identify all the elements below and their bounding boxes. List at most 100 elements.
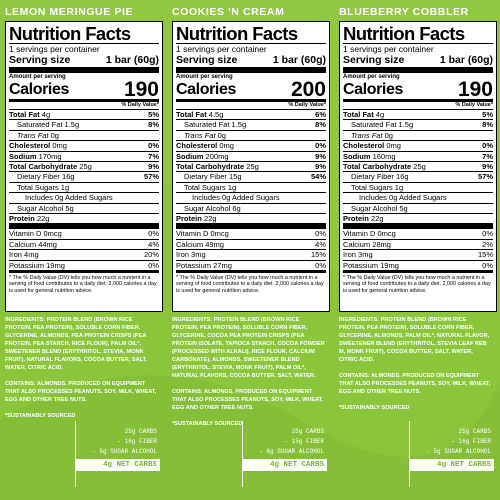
nutrient-row: Protein 22g: [343, 213, 493, 223]
nutrient-row: Sodium 200mg 9%: [176, 150, 326, 161]
nutrient-row: Saturated Fat 1.5g 8%: [9, 119, 159, 129]
net-carbs-box: 25g CARBS - 16g FIBER - 5g SUGAR ALCOHOL…: [75, 421, 160, 487]
nutrition-facts-title: Nutrition Facts: [9, 23, 131, 44]
calories-row: Calories 190: [343, 78, 493, 101]
nutrient-row: Protein 22g: [176, 213, 326, 223]
nutrient-row: Iron 3mg 15%: [343, 249, 493, 260]
fiber-line: - 16g FIBER: [117, 438, 157, 445]
nutrition-facts-panel: Nutrition Facts 1 servings per container…: [339, 21, 497, 312]
net-carbs-box: 25g CARBS - 16g FIBER - 5g SUGAR ALCOHOL…: [409, 421, 494, 487]
ingredients-text: INGREDIENTS: PROTEIN BLEND (BROWN RICE P…: [172, 317, 325, 379]
product-name: LEMON MERINGUE PIE: [5, 6, 134, 18]
serving-size-label: Serving size: [9, 54, 71, 66]
daily-value-header: % Daily Value*: [455, 102, 493, 108]
calories-row: Calories 200: [176, 78, 326, 101]
carbs-line: 25g CARBS: [124, 428, 157, 435]
allergen-statement: CONTAINS: ALMONDS. PRODUCED ON EQUIPMENT…: [172, 389, 324, 411]
allergen-statement: CONTAINS: ALMONDS. PRODUCED ON EQUIPMENT…: [339, 373, 491, 395]
serving-size-value: 1 bar (60g): [105, 54, 159, 66]
daily-value-footnote: * The % Daily Value (DV) tells you how m…: [176, 275, 324, 294]
daily-value-footnote: * The % Daily Value (DV) tells you how m…: [9, 275, 157, 294]
product-column-3: BLUEBERRY COBBLER Nutrition Facts 1 serv…: [339, 3, 497, 500]
nutrient-row: Sugar Alcohol 5g: [343, 202, 493, 213]
nutrient-row: Calcium 28mg 2%: [343, 238, 493, 249]
fiber-line: - 15g FIBER: [284, 438, 324, 445]
calories-value: 200: [290, 78, 326, 101]
sugar-alcohol-line: - 5g SUGAR ALCOHOL: [426, 448, 491, 455]
nutrient-row: Trans Fat 0g: [9, 129, 159, 140]
product-name: COOKIES 'N CREAM: [172, 6, 285, 18]
amount-per-serving: Amount per serving: [176, 74, 233, 80]
calories-label: Calories: [9, 81, 69, 98]
nutrient-row: Saturated Fat 1.5g 8%: [176, 119, 326, 129]
nutrition-facts-title: Nutrition Facts: [343, 23, 465, 44]
product-column-1: LEMON MERINGUE PIE Nutrition Facts 1 ser…: [5, 3, 163, 500]
calories-label: Calories: [343, 81, 403, 98]
nutrient-row: Calcium 44mg 4%: [9, 238, 159, 249]
nutrient-row: Iron 3mg 15%: [176, 249, 326, 260]
nutrient-row: Dietary Fiber 16g 57%: [9, 171, 159, 181]
nutrient-row: Includes 0g Added Sugars: [176, 192, 326, 202]
nutrition-facts-title: Nutrition Facts: [176, 23, 298, 44]
sustainably-sourced-note: *SUSTAINABLY SOURCED: [172, 421, 243, 427]
sugar-alcohol-line: - 6g SUGAR ALCOHOL: [259, 448, 324, 455]
daily-value-header: % Daily Value*: [121, 102, 159, 108]
servings-per-container: 1 servings per container: [176, 44, 267, 54]
nutrient-row: Total Sugars 1g: [176, 181, 326, 192]
amount-per-serving: Amount per serving: [9, 74, 66, 80]
nutrient-row: Dietary Fiber 16g 57%: [343, 171, 493, 181]
nutrient-row: Vitamin D 0mcg 0%: [9, 229, 159, 239]
serving-size-label: Serving size: [176, 54, 238, 66]
nutrient-row: Trans Fat 0g: [176, 129, 326, 140]
nutrient-row: Sugar Alcohol 6g: [176, 202, 326, 213]
serving-size-row: Serving size 1 bar (60g): [343, 54, 493, 67]
product-column-2: COOKIES 'N CREAM Nutrition Facts 1 servi…: [172, 3, 330, 500]
nutrient-row: Cholesterol 0mg 0%: [343, 140, 493, 151]
fiber-line: - 16g FIBER: [451, 438, 491, 445]
nutrient-row: Cholesterol 0mg 0%: [9, 140, 159, 151]
sustainably-sourced-note: *SUSTAINABLY SOURCED: [339, 405, 410, 411]
nutrient-row: Total Carbohydrate 25g 9%: [176, 161, 326, 172]
nutrient-row: Total Sugars 1g: [9, 181, 159, 192]
nutrient-row: Sugar Alcohol 5g: [9, 202, 159, 213]
calories-label: Calories: [176, 81, 236, 98]
nutrient-row: Vitamin D 0mcg 0%: [176, 229, 326, 239]
net-carbs-value: 4g NET CARBS: [243, 459, 327, 471]
nutrient-row: Total Fat 4g 5%: [343, 109, 493, 119]
net-carbs-box: 25g CARBS - 15g FIBER - 6g SUGAR ALCOHOL…: [242, 421, 327, 487]
nutrient-row: Sodium 160mg 7%: [343, 150, 493, 161]
nutrient-row: Cholesterol 0mg 0%: [176, 140, 326, 151]
allergen-statement: CONTAINS: ALMONDS. PRODUCED ON EQUIPMENT…: [5, 381, 157, 403]
nutrient-row: Calcium 49mg 4%: [176, 238, 326, 249]
serving-size-value: 1 bar (60g): [272, 54, 326, 66]
nutrient-row: Total Fat 4g 5%: [9, 109, 159, 119]
nutrient-row: Iron 4mg 20%: [9, 249, 159, 260]
net-carbs-value: 4g NET CARBS: [76, 459, 160, 471]
nutrient-row: Total Fat 4.5g 6%: [176, 109, 326, 119]
ingredients-text: INGREDIENTS: PROTEIN BLEND (BROWN RICE P…: [5, 317, 148, 371]
nutrient-row: Total Carbohydrate 25g 9%: [343, 161, 493, 172]
nutrient-row: Total Sugars 1g: [343, 181, 493, 192]
carbs-line: 25g CARBS: [291, 428, 324, 435]
daily-value-footnote: * The % Daily Value (DV) tells you how m…: [343, 275, 491, 294]
nutrient-row: Sodium 170mg 7%: [9, 150, 159, 161]
servings-per-container: 1 servings per container: [9, 44, 100, 54]
nutrient-row: Dietary Fiber 15g 54%: [176, 171, 326, 181]
nutrient-row: Protein 22g: [9, 213, 159, 223]
nutrient-row: Potassium 19mg 0%: [343, 259, 493, 270]
nutrient-row: Saturated Fat 1.5g 8%: [343, 119, 493, 129]
amount-per-serving: Amount per serving: [343, 74, 400, 80]
product-name: BLUEBERRY COBBLER: [339, 6, 469, 18]
nutrient-row: Potassium 27mg 0%: [176, 259, 326, 270]
daily-value-header: % Daily Value*: [288, 102, 326, 108]
nutrient-row: Vitamin D 0mcg 0%: [343, 229, 493, 239]
sugar-alcohol-line: - 5g SUGAR ALCOHOL: [92, 448, 157, 455]
nutrient-row: Potassium 19mg 0%: [9, 259, 159, 270]
serving-size-value: 1 bar (60g): [439, 54, 493, 66]
nutrient-row: Includes 0g Added Sugars: [9, 192, 159, 202]
nutrient-row: Trans Fat 0g: [343, 129, 493, 140]
serving-size-row: Serving size 1 bar (60g): [9, 54, 159, 67]
net-carbs-value: 4g NET CARBS: [410, 459, 494, 471]
calories-value: 190: [457, 78, 493, 101]
nutrient-row: Includes 0g Added Sugars: [343, 192, 493, 202]
